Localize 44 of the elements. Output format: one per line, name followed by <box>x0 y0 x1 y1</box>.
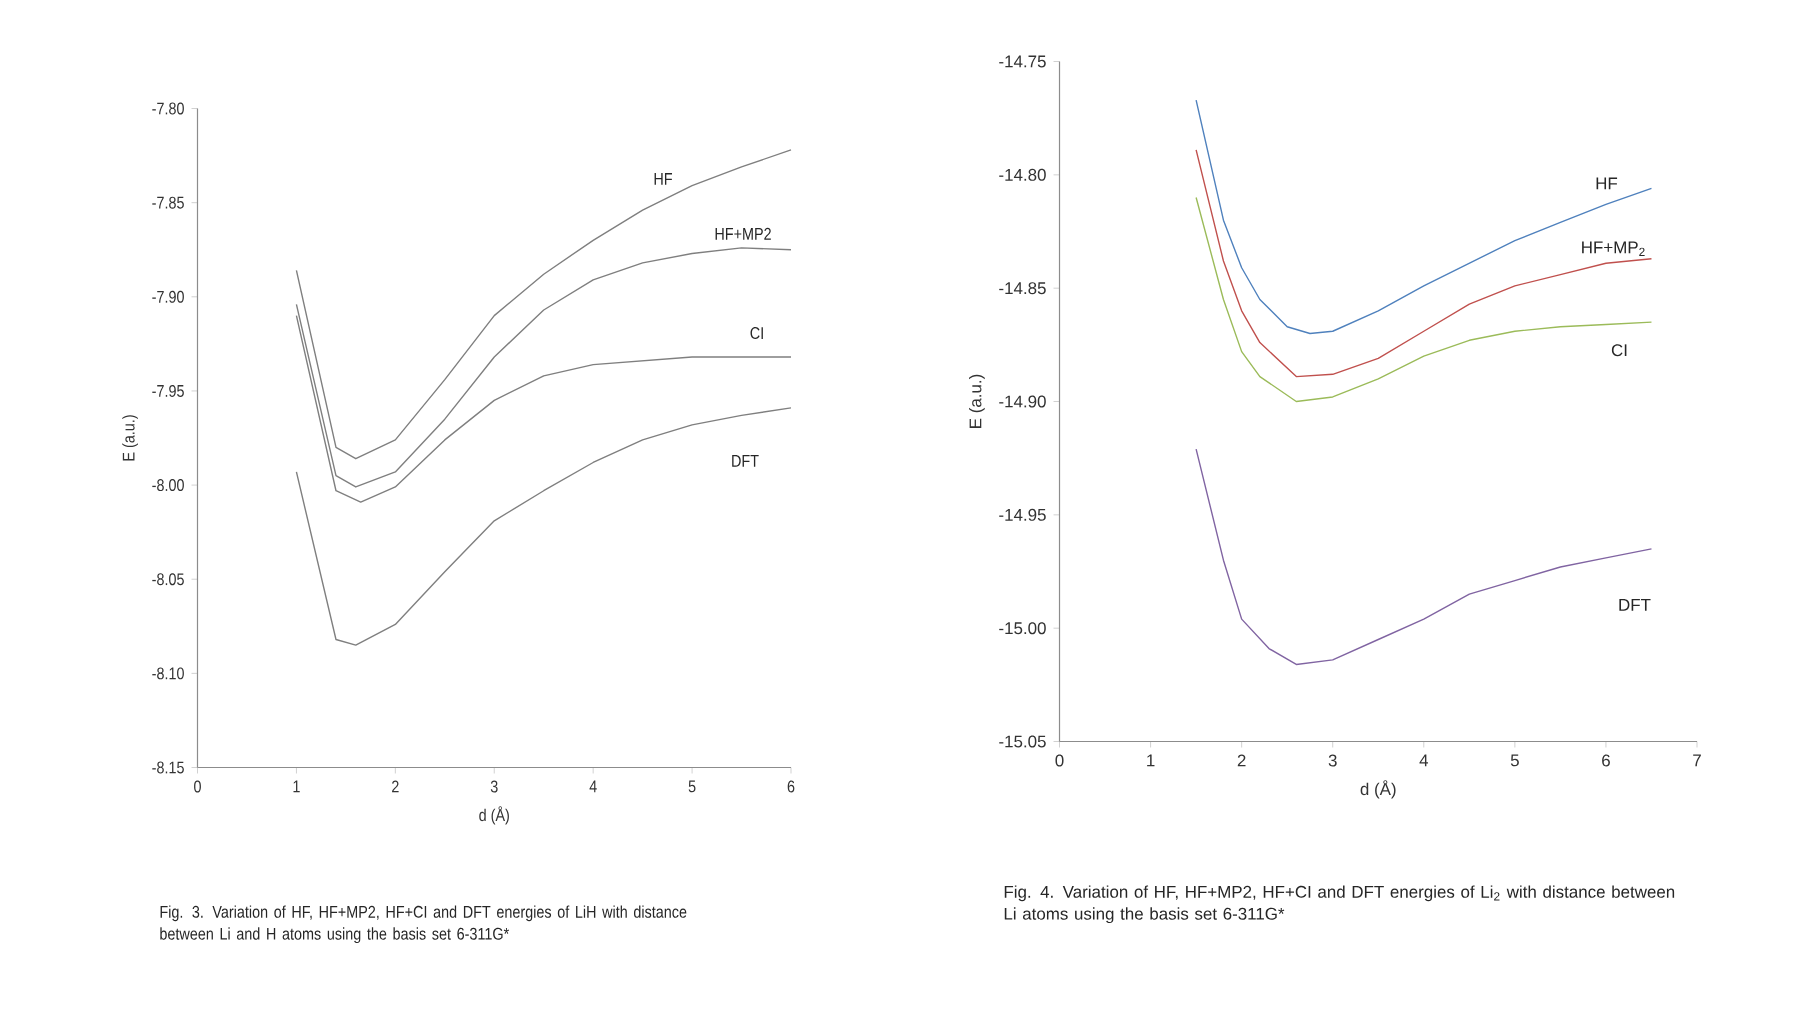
x-tick-label: 0 <box>194 780 201 793</box>
series-label: HF+MP2 <box>715 227 771 240</box>
y-tick-label: -7.80 <box>152 102 184 115</box>
y-tick-label: -7.95 <box>152 384 184 397</box>
text: DFT <box>732 455 759 467</box>
series-label: HF+MP$_{2}$ <box>1582 241 1645 256</box>
x-tick-label: 5 <box>688 780 696 793</box>
x-tick-label: 3 <box>490 780 498 793</box>
x-tick-label: 6 <box>787 780 795 793</box>
series-label: CI <box>750 327 763 340</box>
text: Fig. 4. Variation of HF, HF+MP2, HF+CI and DFT energies of Li$_{2}$ with distance between Li atoms using the basis set 6-311G* <box>1004 885 1675 924</box>
series-label: HF <box>654 173 673 185</box>
series-label: HF <box>1596 177 1618 190</box>
x-tick-label: 4 <box>1419 754 1429 767</box>
y-tick-label: -8.10 <box>152 667 184 680</box>
y-axis-title: E (a.u.) <box>122 415 138 461</box>
series-label: CI <box>1611 344 1627 357</box>
x-tick-label: 2 <box>392 780 399 793</box>
x-tick-label: 0 <box>1055 754 1064 767</box>
x-tick-label: 7 <box>1693 754 1701 767</box>
text: DFT <box>1619 599 1651 611</box>
x-tick-label: 6 <box>1602 754 1610 767</box>
x-tick-label: 1 <box>293 780 300 793</box>
y-tick-label: -7.85 <box>152 196 184 209</box>
x-axis-title: d (Å) <box>479 806 509 825</box>
y-tick-label: -14.80 <box>999 168 1046 181</box>
x-tick-label: 4 <box>589 780 597 793</box>
x-tick-label: 3 <box>1328 754 1337 767</box>
caption: Fig. 3. Variation of HF, HF+MP2, HF+CI and DFT energies of LiH with distance between Li and H atoms using the basis set 6-311G* <box>160 905 687 944</box>
y-tick-label: -8.05 <box>152 573 184 586</box>
y-tick-label: -8.00 <box>152 479 184 492</box>
y-tick-label: -14.95 <box>999 508 1046 521</box>
y-tick-label: -7.90 <box>152 290 184 303</box>
y-axis-title: E (a.u.) <box>969 374 985 428</box>
x-tick-label: 5 <box>1510 754 1519 767</box>
x-axis-title: d (Å) <box>1360 780 1396 799</box>
y-tick-label: -15.05 <box>999 735 1046 748</box>
y-tick-label: -14.85 <box>999 282 1046 295</box>
y-tick-label: -14.90 <box>999 395 1046 408</box>
y-tick-label: -14.75 <box>999 55 1046 68</box>
x-tick-label: 2 <box>1237 754 1246 767</box>
x-tick-label: 1 <box>1147 754 1155 767</box>
y-tick-label: -15.00 <box>999 622 1046 635</box>
y-tick-label: -8.15 <box>152 761 184 774</box>
